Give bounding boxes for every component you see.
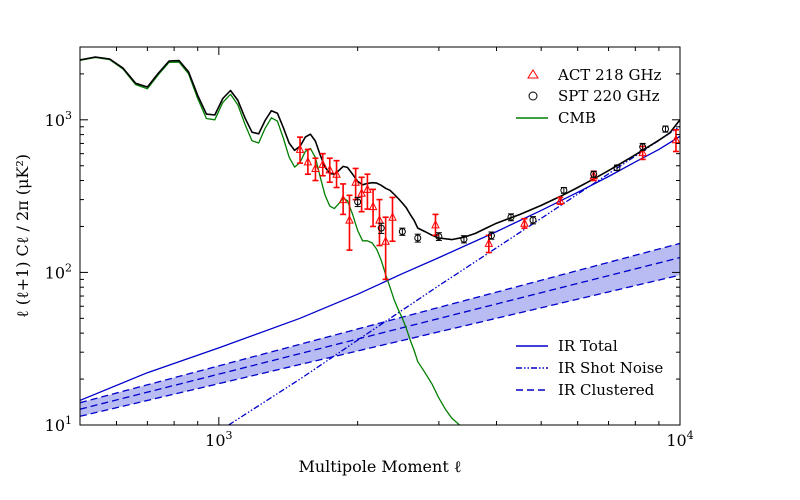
series-ir-clustered-upper [80,242,680,404]
act-point [338,194,348,204]
x-tick-label: 103 [205,429,232,450]
ir-clustered-band [80,243,680,417]
act-point [295,144,305,153]
legend-item-cmb: CMB [516,109,596,127]
y-tick-label: 101 [45,414,72,435]
spt-point [560,186,568,194]
legend-label-cmb: CMB [558,109,596,127]
legend-label-ir-clustered: IR Clustered [558,381,655,399]
series-ir-clustered-lower [80,274,680,417]
act-point [332,169,341,178]
act-point [381,236,390,245]
act-point [303,156,313,166]
spt-point [377,224,385,232]
spt-point [661,125,669,133]
act-point [484,238,494,247]
act-point [351,177,360,186]
act-point [318,159,328,168]
act-point [368,201,378,211]
act-point [388,212,397,221]
spt-point [460,235,468,243]
series-total [80,56,680,241]
act-point [638,147,647,157]
x-tick-label: 104 [666,429,693,450]
y-axis-title: ℓ (ℓ+1) Cℓ / 2π (μK²) [13,154,32,318]
series-ir-clustered [80,256,680,410]
legend-bottom: IR Total IR Shot Noise IR Clustered [516,337,663,399]
spt-point [613,164,621,172]
series-cmb [80,56,461,425]
act-point [671,134,680,144]
legend-item-ir-shot: IR Shot Noise [516,359,663,377]
spt-point [398,228,406,236]
series-ir-total [80,135,680,402]
legend-label-act: ACT 218 GHz [557,66,662,84]
act-point [345,215,354,224]
act-point [555,195,565,205]
act-point [589,170,599,180]
legend-item-ir-total: IR Total [516,337,618,355]
act-point [520,218,529,227]
spt-point [529,216,537,224]
plot-frame [79,46,681,426]
spt-point [487,232,495,240]
act-point [363,184,372,193]
spt-point [590,170,598,178]
spt-point [639,143,647,151]
spt-point [435,232,443,240]
spt-point [354,198,362,206]
legend-triangle-marker [527,69,539,79]
legend-label-ir-total: IR Total [558,337,618,355]
y-tick-label: 103 [45,109,72,130]
act-point [431,219,440,229]
legend-circle-marker [528,91,538,101]
legend-top: ACT 218 GHz SPT 220 GHz CMB [516,66,662,127]
x-axis-title: Multipole Moment ℓ [298,457,461,476]
legend-label-spt: SPT 220 GHz [558,87,660,105]
y-tick-label: 102 [45,261,72,282]
act-point [311,163,320,172]
act-point [325,164,335,174]
spt-point [414,234,422,242]
legend-item-spt: SPT 220 GHz [528,87,660,105]
legend-item-ir-clustered: IR Clustered [516,381,655,399]
legend-item-act: ACT 218 GHz [527,66,662,84]
legend-label-ir-shot: IR Shot Noise [558,359,663,377]
spt-point [507,213,515,221]
